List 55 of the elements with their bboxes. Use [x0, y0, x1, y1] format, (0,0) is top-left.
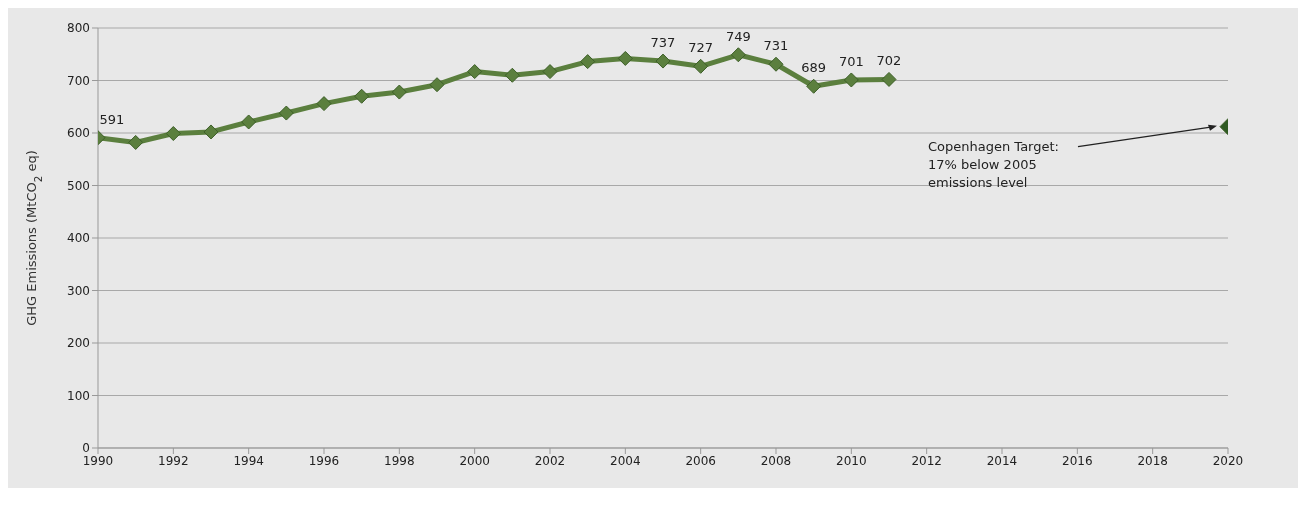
x-tick-label: 1994: [233, 453, 264, 468]
point: [278, 105, 294, 121]
point: [693, 58, 709, 74]
x-tick-label: 2004: [610, 453, 641, 468]
point: [241, 114, 257, 130]
x-tick-label: 2016: [1062, 453, 1093, 468]
y-tick-label: 300: [67, 283, 90, 298]
data-label: 727: [688, 40, 714, 56]
point: [165, 126, 181, 142]
data-label: 731: [763, 38, 789, 54]
point: [203, 124, 219, 140]
point: [655, 53, 671, 69]
point: [316, 96, 332, 112]
point: [128, 134, 144, 150]
point: [730, 47, 746, 63]
data-label: 749: [725, 28, 751, 44]
x-tick-label: 1992: [158, 453, 189, 468]
y-tick-label: 600: [67, 126, 90, 141]
x-tick-label: 2000: [459, 453, 490, 468]
y-tick-label: 0: [82, 441, 90, 456]
point: [806, 78, 822, 94]
point: [881, 71, 897, 87]
x-tick-label: 2010: [836, 453, 867, 468]
point: [504, 67, 520, 83]
point: [580, 54, 596, 70]
data-label: 702: [876, 53, 902, 69]
x-tick-label: 2008: [760, 453, 792, 468]
data-label: 737: [650, 35, 676, 51]
y-tick-label: 500: [67, 178, 90, 193]
data-label: 689: [801, 60, 827, 76]
y-tick-label: 200: [67, 336, 90, 351]
y-tick-label: 400: [67, 231, 90, 246]
point: [354, 88, 370, 104]
point: [843, 72, 859, 88]
x-tick-label: 1990: [82, 453, 114, 468]
x-tick-label: 2018: [1137, 453, 1168, 468]
y-tick-label: 800: [67, 21, 90, 36]
point: [391, 84, 407, 100]
data-label: 701: [838, 53, 864, 69]
data-label: 591: [99, 111, 125, 127]
point: [768, 56, 784, 72]
point: [467, 64, 483, 80]
y-tick-label: 700: [67, 73, 90, 88]
point: [617, 50, 633, 66]
x-tick-label: 1998: [384, 453, 415, 468]
x-tick-label: 2012: [911, 453, 942, 468]
point: [429, 77, 445, 93]
x-tick-label: 2002: [534, 453, 566, 468]
x-tick-label: 2020: [1212, 453, 1244, 468]
y-tick-label: 100: [67, 388, 90, 403]
point: [542, 64, 558, 80]
x-tick-label: 1996: [308, 453, 340, 468]
x-tick-label: 2014: [986, 453, 1018, 468]
x-tick-label: 2006: [685, 453, 716, 468]
annotation: Copenhagen Target: 17% below 2005 emissions level: [928, 138, 1059, 190]
